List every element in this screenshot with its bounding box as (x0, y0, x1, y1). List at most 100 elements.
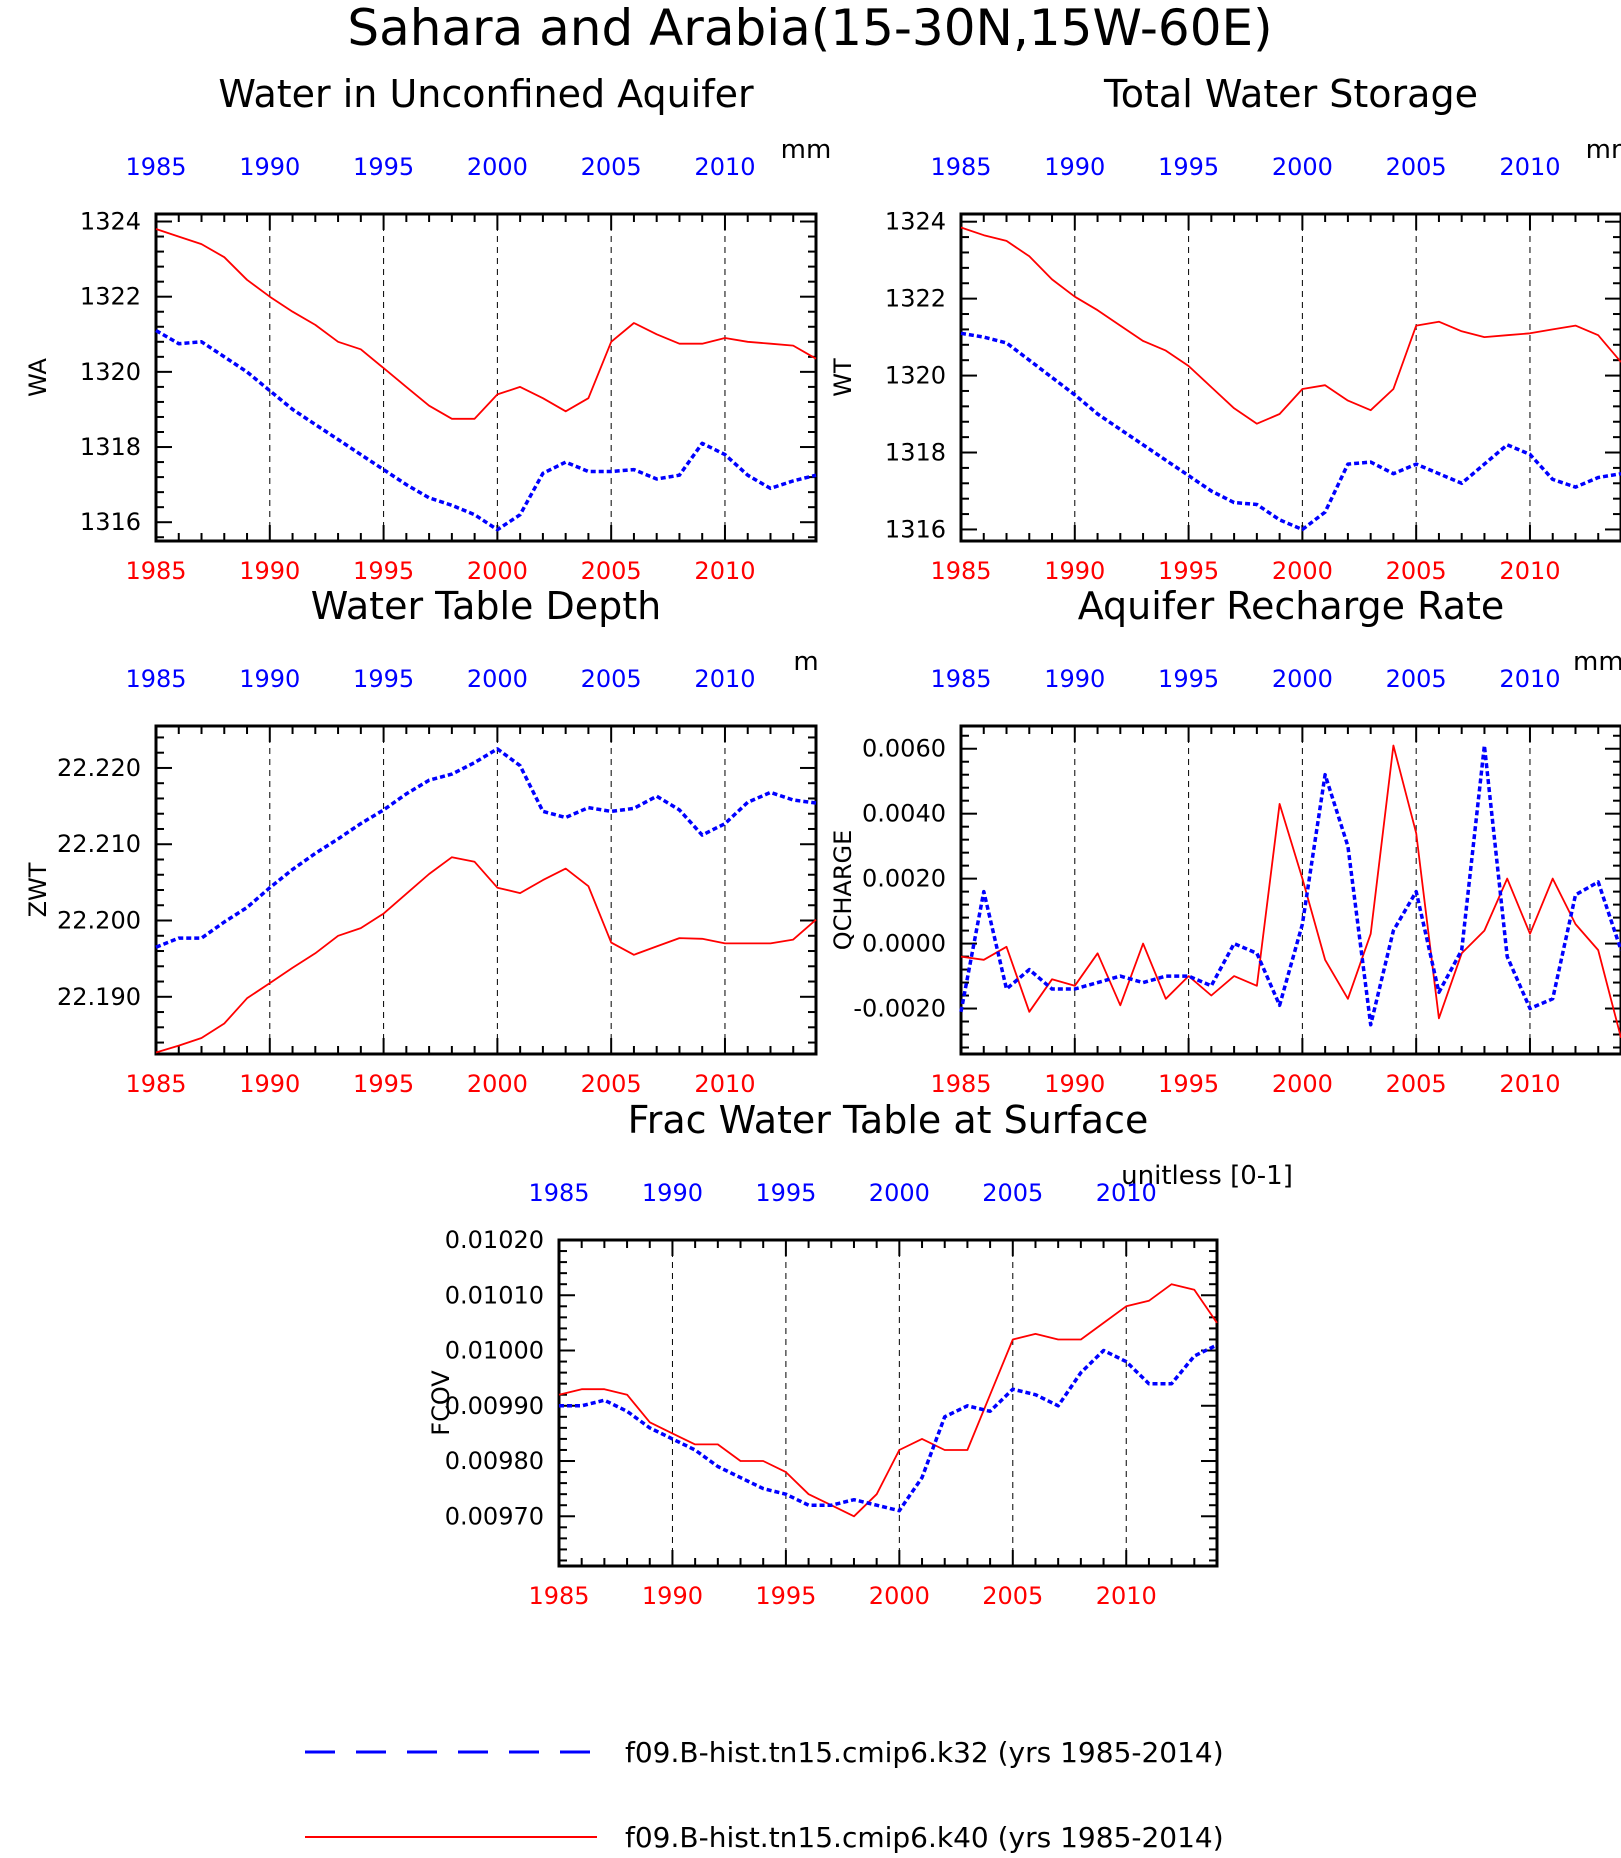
panel-title: Aquifer Recharge Rate (1078, 584, 1505, 628)
x-tick-label-top: 2005 (581, 153, 642, 181)
panels: Water in Unconfined Aquifer mm WA 1985 1985 1… (24, 72, 1621, 1610)
legend-k32-label: f09.B-hist.tn15.cmip6.k32 (yrs 1985-2014… (625, 1736, 1224, 1769)
x-tick-label-bottom: 2010 (694, 1070, 755, 1098)
y-tick-label: 22.200 (57, 907, 141, 935)
units-label: mm (781, 135, 832, 165)
x-tick-label-bottom: 2000 (1272, 1070, 1333, 1098)
y-tick-label: 1318 (80, 433, 141, 461)
x-tick-label-top: 2010 (1499, 665, 1560, 693)
panel-wt: Total Water Storage mm WT 1985 1985 1990 1990 1… (829, 72, 1621, 585)
y-tick-label: -0.0020 (853, 995, 946, 1023)
panel-title: Total Water Storage (1103, 72, 1478, 116)
y-tick-label: 0.0020 (862, 865, 946, 893)
x-tick-label-top: 1995 (1158, 153, 1219, 181)
series-line-k32 (155, 328, 817, 532)
x-tick-label-top: 1985 (930, 665, 991, 693)
y-tick-label: 0.00990 (445, 1392, 544, 1420)
x-tick-label-bottom: 2005 (982, 1582, 1043, 1610)
panel-title: Frac Water Table at Surface (628, 1098, 1149, 1142)
units-label: mm/d (1573, 647, 1621, 677)
x-tick-label-top: 2000 (467, 153, 528, 181)
y-tick-label: 22.190 (57, 983, 141, 1011)
series-line-k40 (558, 1283, 1218, 1518)
x-tick-label-bottom: 1990 (239, 557, 300, 585)
series-line-k40 (960, 226, 1621, 425)
x-tick-label-bottom: 1990 (1044, 1070, 1105, 1098)
y-tick-label: 1320 (885, 362, 946, 390)
units-label: m (793, 647, 818, 677)
x-tick-label-top: 2000 (1272, 665, 1333, 693)
x-tick-label-bottom: 1985 (930, 1070, 991, 1098)
x-tick-label-top: 2010 (1499, 153, 1560, 181)
x-tick-label-top: 2010 (694, 153, 755, 181)
y-tick-label: 1324 (80, 208, 141, 236)
series-line-k40 (960, 744, 1621, 1039)
y-tick-label: 22.220 (57, 754, 141, 782)
series-line-k32 (959, 743, 1621, 1027)
x-tick-label-bottom: 2000 (1272, 557, 1333, 585)
legend: f09.B-hist.tn15.cmip6.k32 (yrs 1985-2014… (305, 1736, 1224, 1854)
x-tick-label-top: 2000 (467, 665, 528, 693)
panel-fcov: Frac Water Table at Surface unitless [0-1… (427, 1098, 1293, 1610)
x-tick-label-top: 2005 (581, 665, 642, 693)
x-tick-label-top: 2010 (1096, 1179, 1157, 1207)
x-tick-label-bottom: 2000 (467, 1070, 528, 1098)
y-tick-label: 0.0000 (862, 930, 946, 958)
y-axis-label: WA (24, 358, 52, 397)
units-label: mm (1586, 135, 1621, 165)
x-tick-label-bottom: 1995 (1158, 1070, 1219, 1098)
panel-title: Water Table Depth (311, 584, 662, 628)
panel-qcharge: Aquifer Recharge Rate mm/d QCHARGE 1985 1985… (829, 584, 1621, 1098)
x-tick-label-bottom: 2000 (869, 1582, 930, 1610)
x-tick-label-bottom: 2005 (581, 557, 642, 585)
plot-frame (959, 212, 1621, 543)
x-tick-label-bottom: 1990 (239, 1070, 300, 1098)
y-tick-label: 0.01010 (445, 1281, 544, 1309)
y-tick-label: 1318 (885, 439, 946, 467)
plot-frame (557, 1238, 1219, 1568)
x-tick-label-top: 2005 (982, 1179, 1043, 1207)
y-tick-label: 1324 (885, 208, 946, 236)
x-tick-label-bottom: 1995 (353, 1070, 414, 1098)
x-tick-label-bottom: 2010 (694, 557, 755, 585)
x-tick-label-top: 1985 (528, 1179, 589, 1207)
series-line-k32 (960, 331, 1621, 532)
legend-k40-label: f09.B-hist.tn15.cmip6.k40 (yrs 1985-2014… (625, 1821, 1224, 1854)
y-axis-label: ZWT (24, 862, 52, 917)
y-tick-label: 0.00970 (445, 1502, 544, 1530)
y-axis-label: FCOV (427, 1370, 455, 1436)
x-tick-label-bottom: 2005 (1386, 1070, 1447, 1098)
panel-title: Water in Unconfined Aquifer (218, 72, 754, 116)
plot-frame (154, 212, 818, 543)
x-tick-label-top: 1995 (755, 1179, 816, 1207)
x-tick-label-bottom: 1985 (930, 557, 991, 585)
series-line-k32 (559, 1343, 1218, 1513)
x-tick-label-bottom: 2000 (467, 557, 528, 585)
x-tick-label-top: 1985 (125, 153, 186, 181)
y-tick-label: 22.210 (57, 830, 141, 858)
x-tick-label-bottom: 2005 (581, 1070, 642, 1098)
plot-frame (959, 724, 1621, 1056)
x-tick-label-top: 1995 (353, 665, 414, 693)
x-tick-label-bottom: 1995 (1158, 557, 1219, 585)
x-tick-label-top: 1995 (353, 153, 414, 181)
x-tick-label-top: 1990 (239, 665, 300, 693)
plot-frame (154, 724, 818, 1056)
panel-wa: Water in Unconfined Aquifer mm WA 1985 1985 1… (24, 72, 831, 585)
x-tick-label-bottom: 2010 (1499, 1070, 1560, 1098)
x-tick-label-bottom: 2010 (1096, 1582, 1157, 1610)
x-tick-label-bottom: 1995 (755, 1582, 816, 1610)
y-tick-label: 1322 (80, 283, 141, 311)
x-tick-label-top: 1990 (1044, 665, 1105, 693)
x-tick-label-top: 1990 (1044, 153, 1105, 181)
x-tick-label-top: 2005 (1386, 153, 1447, 181)
x-tick-label-bottom: 2005 (1386, 557, 1447, 585)
series-line-k32 (155, 747, 817, 949)
y-tick-label: 1316 (885, 515, 946, 543)
x-tick-label-top: 1985 (125, 665, 186, 693)
y-axis-label: QCHARGE (829, 830, 857, 951)
x-tick-label-top: 1990 (239, 153, 300, 181)
x-tick-label-bottom: 1985 (125, 1070, 186, 1098)
x-tick-label-bottom: 1990 (1044, 557, 1105, 585)
y-tick-label: 0.0040 (862, 800, 946, 828)
